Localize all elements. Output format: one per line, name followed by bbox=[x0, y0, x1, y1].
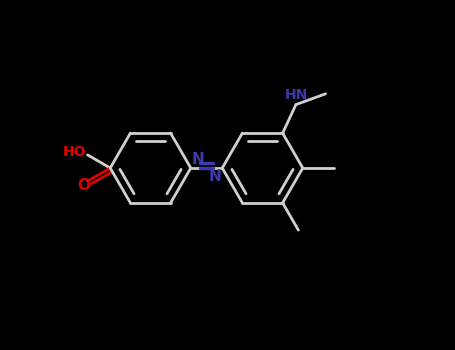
Text: HO: HO bbox=[62, 145, 86, 159]
Text: N: N bbox=[208, 169, 221, 184]
Text: N: N bbox=[192, 152, 204, 167]
Text: HN: HN bbox=[284, 89, 308, 103]
Text: O: O bbox=[77, 178, 90, 193]
